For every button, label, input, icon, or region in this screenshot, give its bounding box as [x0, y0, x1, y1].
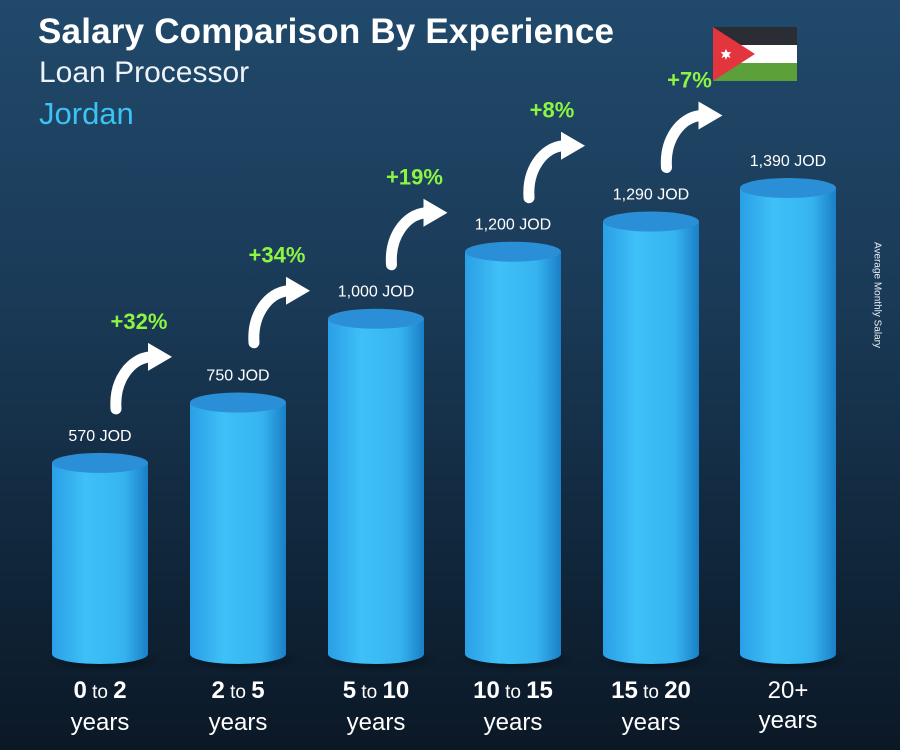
- x-tick-label: 5 to 10 years: [342, 677, 410, 736]
- arrow-head-icon: [423, 198, 448, 227]
- value-label: 1,200 JOD: [475, 217, 551, 234]
- value-label: 1,290 JOD: [613, 187, 689, 204]
- chart-title: Salary Comparison By Experience: [38, 12, 615, 51]
- bar-top: [328, 308, 424, 329]
- arrow-icon: [110, 351, 156, 415]
- x-tick-label: 10 to 15 years: [473, 677, 553, 736]
- percent-label: +7%: [667, 68, 712, 93]
- increase-3: +8%: [523, 98, 585, 204]
- value-label: 1,000 JOD: [338, 284, 414, 301]
- percent-label: +34%: [249, 243, 306, 268]
- country-name: Jordan: [39, 96, 134, 131]
- bar-0: 570 JOD: [44, 428, 164, 672]
- jordan-flag-icon: [713, 27, 797, 81]
- value-label: 570 JOD: [68, 428, 131, 445]
- x-tick-label: 15 to 20 years: [611, 677, 691, 736]
- bar-5: 1,390 JOD: [732, 153, 852, 672]
- value-label: 1,390 JOD: [750, 153, 826, 170]
- bar-top: [465, 241, 561, 262]
- increase-0: +32%: [110, 309, 172, 415]
- increase-4: +7%: [660, 68, 723, 174]
- x-tick-label: 2 to 5 years: [208, 677, 268, 736]
- arrow-head-icon: [148, 342, 172, 371]
- job-title: Loan Processor: [39, 56, 250, 89]
- arrow-head-icon: [561, 131, 585, 160]
- bar-4: 1,290 JOD: [595, 187, 715, 672]
- bar-body: [603, 221, 699, 664]
- percent-label: +19%: [386, 165, 443, 190]
- increase-1: +34%: [248, 243, 310, 349]
- arrow-head-icon: [286, 276, 310, 305]
- increase-2: +19%: [385, 165, 448, 271]
- percent-label: +32%: [111, 309, 168, 334]
- value-label: 750 JOD: [206, 368, 269, 385]
- x-tick-label: 0 to 2 years: [70, 677, 130, 736]
- bar-1: 750 JOD: [182, 368, 302, 672]
- bar-body: [190, 402, 286, 664]
- percent-label: +8%: [530, 98, 575, 123]
- bar-3: 1,200 JOD: [457, 217, 577, 672]
- arrow-icon: [523, 140, 569, 204]
- bar-2: 1,000 JOD: [320, 284, 440, 672]
- x-tick-label: 20+ years: [758, 677, 818, 734]
- bar-top: [190, 392, 286, 413]
- arrow-head-icon: [698, 101, 723, 130]
- bar-top: [603, 211, 699, 232]
- bar-body: [52, 462, 148, 664]
- arrow-icon: [385, 207, 431, 271]
- arrow-icon: [248, 285, 294, 349]
- bar-body: [740, 188, 836, 664]
- bar-top: [740, 178, 836, 198]
- bar-body: [465, 251, 561, 664]
- bar-top: [52, 452, 148, 473]
- arrow-icon: [660, 110, 706, 174]
- bar-body: [328, 318, 424, 664]
